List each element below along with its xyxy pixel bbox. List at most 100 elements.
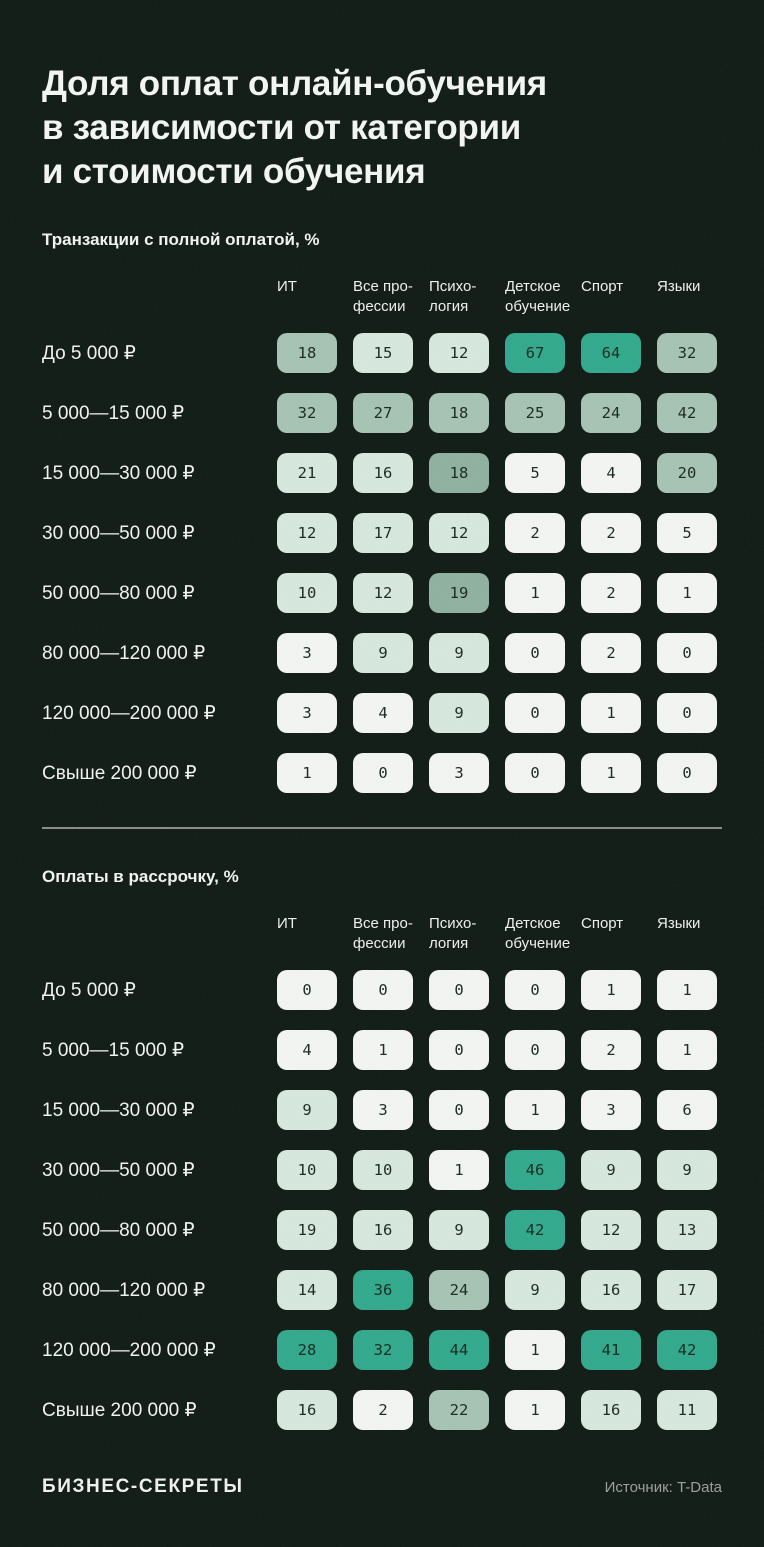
heatmap-cell: 9 xyxy=(353,633,413,673)
heatmap-cell: 2 xyxy=(505,513,565,553)
heatmap-cell: 24 xyxy=(429,1270,489,1310)
row-label: 5 000—15 000 ₽ xyxy=(42,1039,185,1061)
column-headers: ИТ Все про- фессии Психо- логия Детское обу… xyxy=(277,277,722,317)
source-label: Источник: T-Data xyxy=(604,1479,722,1496)
heatmap-cell: 2 xyxy=(581,1030,641,1070)
heatmap-cell: 1 xyxy=(353,1030,413,1070)
heatmap-cell: 32 xyxy=(657,333,717,373)
table-row: Свыше 200 000 ₽1 0 3 0 1 0 xyxy=(42,753,722,793)
heatmap-cell: 12 xyxy=(429,333,489,373)
heatmap-cell: 20 xyxy=(657,453,717,493)
heatmap-cell: 0 xyxy=(429,970,489,1010)
heatmap-cell: 0 xyxy=(505,633,565,673)
heatmap-cell: 36 xyxy=(353,1270,413,1310)
column-header: Детское обучение xyxy=(505,278,571,315)
page-title-line-2: в зависимости от категории xyxy=(42,108,521,147)
table-row: 50 000—80 000 ₽10 12 19 1 2 1 xyxy=(42,573,722,613)
column-header: ИТ xyxy=(277,915,297,932)
heatmap-cell: 12 xyxy=(277,513,337,553)
column-header: Все про- фессии xyxy=(353,278,413,315)
heatmap-cell: 1 xyxy=(657,1030,717,1070)
column-header: Языки xyxy=(657,278,701,295)
heatmap-cell: 16 xyxy=(277,1390,337,1430)
infographic: Доля оплат онлайн-обучения в зависимости… xyxy=(42,64,722,1497)
heatmap-cell: 44 xyxy=(429,1330,489,1370)
heatmap-cell: 64 xyxy=(581,333,641,373)
heatmap-cell: 9 xyxy=(505,1270,565,1310)
heatmap-cell: 18 xyxy=(429,453,489,493)
heatmap-cell: 2 xyxy=(581,513,641,553)
heatmap-cell: 0 xyxy=(505,970,565,1010)
heatmap-cell: 0 xyxy=(353,970,413,1010)
section-title-installment: Оплаты в рассрочку, % xyxy=(42,867,239,886)
heatmap-cell: 5 xyxy=(505,453,565,493)
row-label: Свыше 200 000 ₽ xyxy=(42,1399,197,1421)
row-label: 15 000—30 000 ₽ xyxy=(42,462,195,484)
heatmap-cell: 14 xyxy=(277,1270,337,1310)
column-header: ИТ xyxy=(277,278,297,295)
column-header: Все про- фессии xyxy=(353,915,413,952)
heatmap-cell: 16 xyxy=(353,453,413,493)
heatmap-cell: 0 xyxy=(657,693,717,733)
row-label: 120 000—200 000 ₽ xyxy=(42,702,216,724)
heatmap-cell: 3 xyxy=(581,1090,641,1130)
heatmap-cell: 0 xyxy=(429,1090,489,1130)
heatmap-cell: 1 xyxy=(581,693,641,733)
table-row: 30 000—50 000 ₽12 17 12 2 2 5 xyxy=(42,513,722,553)
heatmap-cell: 3 xyxy=(277,633,337,673)
table-row: 120 000—200 000 ₽ 28 32 44 1 41 42 xyxy=(42,1330,722,1370)
row-label: До 5 000 ₽ xyxy=(42,979,136,1001)
heatmap-cell: 6 xyxy=(657,1090,717,1130)
heatmap-cell: 10 xyxy=(277,1150,337,1190)
rows: До 5 000 ₽18 15 12 67 64 32 5 000—15 000 ₽32 27… xyxy=(42,333,722,793)
row-label: 80 000—120 000 ₽ xyxy=(42,1279,206,1301)
heatmap-cell: 11 xyxy=(657,1390,717,1430)
heatmap-cell: 1 xyxy=(505,1390,565,1430)
brand-logo: БИЗНЕС-СЕКРЕТЫ xyxy=(42,1476,244,1497)
heatmap-cell: 3 xyxy=(429,753,489,793)
heatmap-cell: 67 xyxy=(505,333,565,373)
column-header: Детское обучение xyxy=(505,915,571,952)
heatmap-cell: 1 xyxy=(581,970,641,1010)
section-title-full-payment: Транзакции с полной оплатой, % xyxy=(42,230,320,249)
table-row: 15 000—30 000 ₽ 21 16 18 5 4 20 xyxy=(42,453,722,493)
installment-table: Оплаты в рассрочку, % ИТ Все про- фессии П… xyxy=(42,867,722,1430)
heatmap-cell: 41 xyxy=(581,1330,641,1370)
heatmap-cell: 0 xyxy=(353,753,413,793)
table-row: 5 000—15 000 ₽ 32 27 18 25 24 42 xyxy=(42,393,722,433)
heatmap-cell: 12 xyxy=(353,573,413,613)
heatmap-cell: 1 xyxy=(505,1090,565,1130)
heatmap-cell: 9 xyxy=(657,1150,717,1190)
heatmap-cell: 0 xyxy=(657,753,717,793)
table-row: 120 000—200 000 ₽3 4 9 0 1 0 xyxy=(42,693,722,733)
page-title-line-3: и стоимости обучения xyxy=(42,152,426,191)
row-label: 30 000—50 000 ₽ xyxy=(42,1159,195,1181)
row-label: 5 000—15 000 ₽ xyxy=(42,402,185,424)
heatmap-cell: 1 xyxy=(505,1330,565,1370)
table-row: До 5 000 ₽0 0 0 0 1 1 xyxy=(42,970,722,1010)
heatmap-cell: 9 xyxy=(429,1210,489,1250)
heatmap-cell: 42 xyxy=(505,1210,565,1250)
table-row: 50 000—80 000 ₽ 19 16 9 42 12 13 xyxy=(42,1210,722,1250)
heatmap-cell: 2 xyxy=(581,573,641,613)
table-row: Свыше 200 000 ₽16 2 22 1 16 11 xyxy=(42,1390,722,1430)
heatmap-cell: 4 xyxy=(277,1030,337,1070)
heatmap-cell: 1 xyxy=(657,573,717,613)
heatmap-cell: 9 xyxy=(429,633,489,673)
page-title-line-1: Доля оплат онлайн-обучения xyxy=(42,64,547,103)
heatmap-cell: 1 xyxy=(657,970,717,1010)
heatmap-cell: 0 xyxy=(657,633,717,673)
heatmap-cell: 42 xyxy=(657,393,717,433)
heatmap-cell: 4 xyxy=(353,693,413,733)
row-label: 15 000—30 000 ₽ xyxy=(42,1099,195,1121)
row-label: 50 000—80 000 ₽ xyxy=(42,582,195,604)
heatmap-cell: 16 xyxy=(581,1390,641,1430)
row-label: 120 000—200 000 ₽ xyxy=(42,1339,216,1361)
row-label: 50 000—80 000 ₽ xyxy=(42,1219,195,1241)
heatmap-cell: 5 xyxy=(657,513,717,553)
heatmap-cell: 17 xyxy=(657,1270,717,1310)
heatmap-cell: 13 xyxy=(657,1210,717,1250)
table-row: 80 000—120 000 ₽ 14 36 24 9 16 17 xyxy=(42,1270,722,1310)
full-payment-table: Транзакции с полной оплатой, % ИТ Все про… xyxy=(42,230,722,793)
heatmap-cell: 9 xyxy=(429,693,489,733)
